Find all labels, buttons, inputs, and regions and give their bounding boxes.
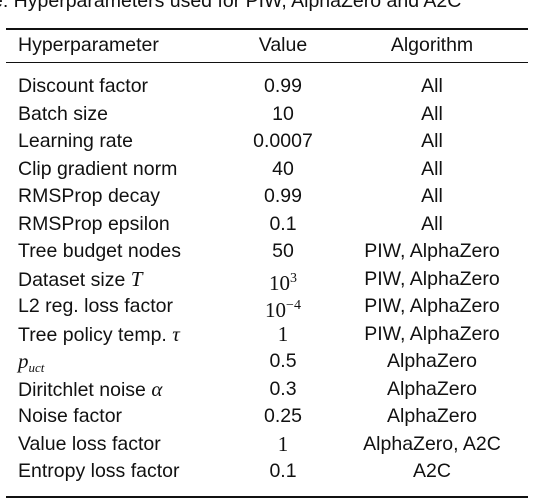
text: Value loss factor	[18, 432, 161, 455]
text: 40	[272, 157, 294, 180]
text: L2 reg. loss factor	[18, 295, 173, 317]
math: p	[18, 349, 29, 373]
text: Discount factor	[18, 75, 149, 97]
base: 10	[265, 298, 287, 322]
mid-rule	[6, 62, 528, 63]
text: Noise factor	[18, 405, 123, 427]
parameter-cell: Entropy loss factor	[18, 459, 179, 483]
math: τ	[172, 321, 180, 346]
bottom-rule	[6, 496, 528, 498]
algorithm-cell: PIW, AlphaZero	[364, 267, 500, 290]
text: Entropy loss factor	[18, 460, 180, 482]
parameter-cell: Value loss factor	[18, 432, 161, 456]
text: RMSProp epsilon	[18, 212, 170, 235]
header-cell: Hyperparameter	[18, 34, 159, 56]
algorithm-cell: All	[421, 212, 443, 235]
text: Clip gradient norm	[18, 157, 178, 180]
text: 0.1	[269, 212, 297, 235]
text: 50	[272, 240, 294, 262]
text: RMSProp decay	[18, 185, 160, 207]
algorithm-cell: All	[421, 75, 443, 97]
value-cell: 10	[272, 102, 294, 126]
value-cell: 1	[278, 432, 289, 457]
parameter-cell: Batch size	[18, 102, 108, 126]
value-cell: 0.3	[269, 377, 296, 401]
parameter-cell: Learning rate	[18, 129, 133, 153]
text: Batch size	[18, 102, 108, 125]
value-cell: 1	[278, 322, 289, 347]
algorithm-cell: PIW, AlphaZero	[364, 322, 500, 345]
caption: e: Hyperparameters used for PIW, AlphaZe…	[0, 0, 462, 12]
text: 10	[272, 102, 294, 125]
value-cell: 50	[272, 239, 294, 263]
text: 0.1	[269, 460, 297, 482]
parameter-cell: Noise factor	[18, 404, 122, 428]
parameter-cell: Diritchlet noise α	[18, 377, 162, 402]
value-cell: 0.1	[269, 212, 296, 236]
math: T	[130, 266, 143, 291]
header-cell: Algorithm	[390, 34, 474, 56]
parameter-cell: Discount factor	[18, 74, 148, 98]
algorithm-cell: PIW, AlphaZero	[364, 240, 500, 262]
text: 0.99	[264, 185, 302, 207]
text: Tree budget nodes	[18, 240, 181, 262]
text: Dataset size	[18, 268, 126, 291]
algorithm-cell: AlphaZero	[387, 377, 477, 400]
math: α	[151, 376, 163, 401]
superscript: 3	[290, 270, 297, 286]
value-cell: 103	[269, 267, 297, 296]
text: 0.99	[264, 75, 302, 97]
header-cell: Value	[258, 34, 308, 56]
parameter-cell: Clip gradient norm	[18, 157, 177, 181]
algorithm-cell: All	[421, 185, 443, 207]
subscript: uct	[28, 360, 45, 375]
superscript: −4	[286, 298, 301, 313]
text: 0.5	[269, 350, 297, 372]
algorithm-cell: All	[421, 157, 443, 180]
algorithm-cell: AlphaZero	[387, 350, 477, 372]
math: 1	[277, 431, 289, 456]
text: Diritchlet noise	[18, 378, 146, 401]
value-cell: 0.99	[264, 184, 302, 208]
value-cell: 40	[272, 157, 294, 181]
text: 0.25	[264, 405, 302, 427]
parameter-cell: RMSProp decay	[18, 184, 160, 208]
value-cell: 0.0007	[253, 129, 313, 153]
algorithm-cell: A2C	[413, 460, 451, 482]
parameter-cell: puct	[18, 349, 44, 380]
algorithm-cell: AlphaZero	[387, 405, 477, 427]
parameter-cell: Tree policy temp. τ	[18, 322, 180, 347]
text: 0.0007	[253, 130, 313, 152]
value-cell: 0.5	[269, 349, 296, 373]
text: Learning rate	[18, 130, 133, 152]
parameter-cell: Tree budget nodes	[18, 239, 181, 263]
algorithm-cell: PIW, AlphaZero	[364, 295, 500, 317]
text: 0.3	[269, 377, 297, 400]
base: 10	[269, 270, 290, 295]
parameter-cell: Dataset size T	[18, 267, 142, 292]
top-rule	[6, 28, 528, 30]
algorithm-cell: All	[421, 102, 443, 125]
algorithm-cell: AlphaZero, A2C	[363, 432, 501, 455]
parameter-cell: L2 reg. loss factor	[18, 294, 173, 318]
value-cell: 0.99	[264, 74, 302, 98]
value-cell: 10−4	[265, 294, 301, 323]
value-cell: 0.25	[264, 404, 302, 428]
math: 1	[277, 321, 289, 346]
value-cell: 0.1	[269, 459, 296, 483]
parameter-cell: RMSProp epsilon	[18, 212, 170, 236]
algorithm-cell: All	[421, 130, 443, 152]
text: Tree policy temp.	[18, 323, 167, 346]
